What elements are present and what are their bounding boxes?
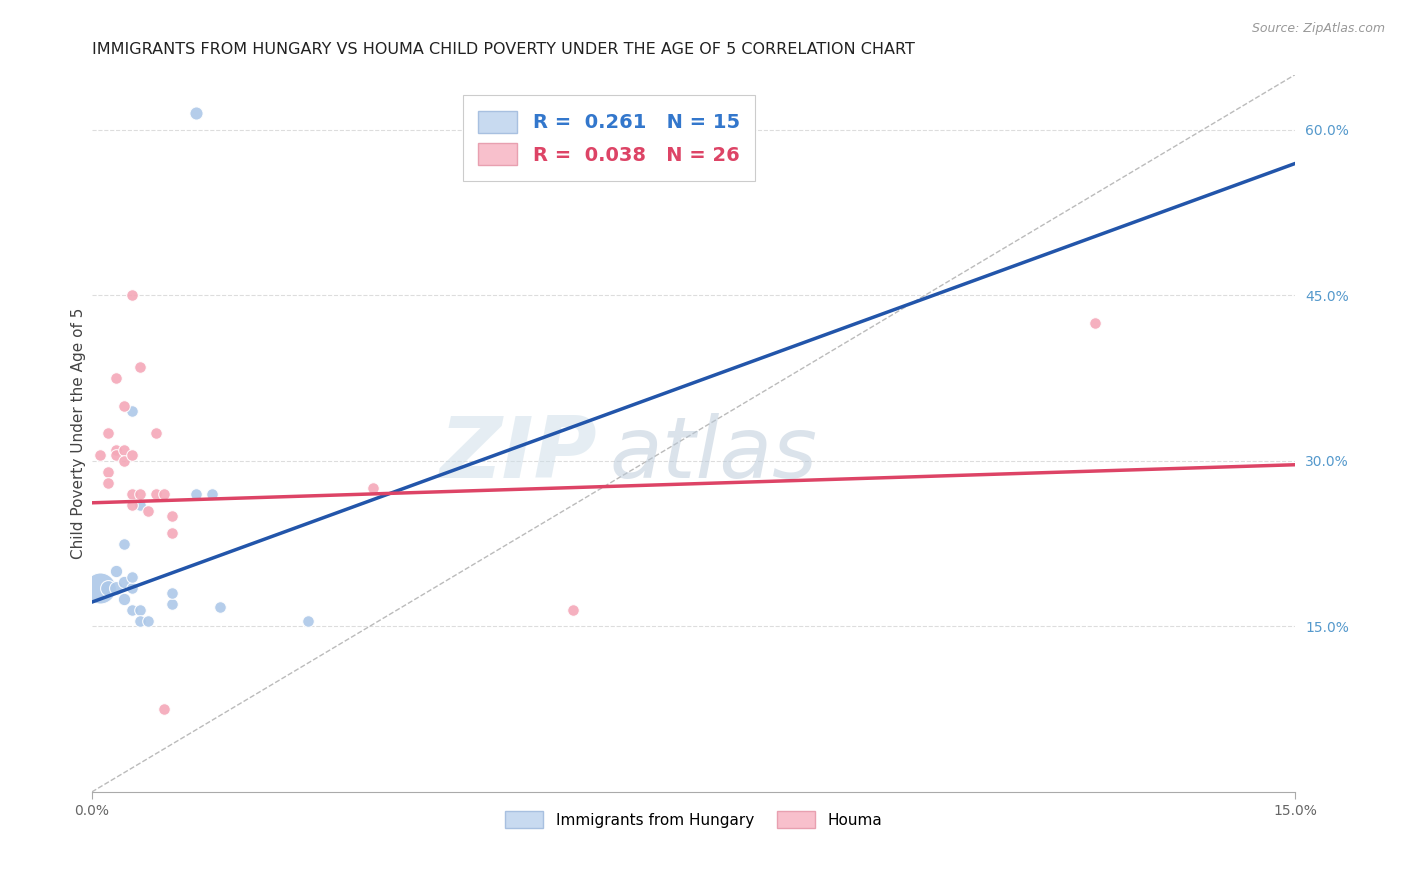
Point [1084, 316, 1107, 330]
Point [145, 487, 167, 501]
Point [136, 614, 159, 628]
Point [89, 448, 111, 462]
Text: ZIP: ZIP [440, 413, 598, 496]
Point [104, 581, 127, 595]
Point [129, 603, 152, 617]
Point [112, 536, 135, 550]
Point [112, 454, 135, 468]
Point [121, 581, 143, 595]
Point [160, 509, 183, 524]
Point [184, 106, 207, 120]
Point [104, 442, 127, 457]
Point [361, 482, 384, 496]
Point [97, 475, 120, 490]
Point [160, 525, 183, 540]
Point [89, 581, 111, 595]
Point [145, 426, 167, 441]
Legend: Immigrants from Hungary, Houma: Immigrants from Hungary, Houma [499, 805, 889, 835]
Point [112, 591, 135, 606]
Point [121, 570, 143, 584]
Point [112, 399, 135, 413]
Text: atlas: atlas [609, 413, 817, 496]
Y-axis label: Child Poverty Under the Age of 5: Child Poverty Under the Age of 5 [72, 308, 86, 559]
Point [129, 487, 152, 501]
Point [97, 581, 120, 595]
Point [121, 603, 143, 617]
Point [121, 404, 143, 418]
Text: IMMIGRANTS FROM HUNGARY VS HOUMA CHILD POVERTY UNDER THE AGE OF 5 CORRELATION CH: IMMIGRANTS FROM HUNGARY VS HOUMA CHILD P… [91, 42, 915, 57]
Point [209, 599, 232, 614]
Point [121, 448, 143, 462]
Point [97, 426, 120, 441]
Point [153, 487, 176, 501]
Point [104, 564, 127, 578]
Text: Source: ZipAtlas.com: Source: ZipAtlas.com [1251, 22, 1385, 36]
Point [104, 448, 127, 462]
Point [129, 614, 152, 628]
Point [562, 603, 585, 617]
Point [129, 360, 152, 375]
Point [201, 487, 224, 501]
Point [112, 442, 135, 457]
Point [112, 575, 135, 590]
Point [153, 702, 176, 716]
Point [297, 614, 319, 628]
Point [121, 498, 143, 512]
Point [136, 503, 159, 517]
Point [121, 487, 143, 501]
Point [121, 288, 143, 302]
Point [129, 498, 152, 512]
Point [160, 598, 183, 612]
Point [160, 586, 183, 600]
Point [104, 371, 127, 385]
Point [184, 487, 207, 501]
Point [97, 465, 120, 479]
